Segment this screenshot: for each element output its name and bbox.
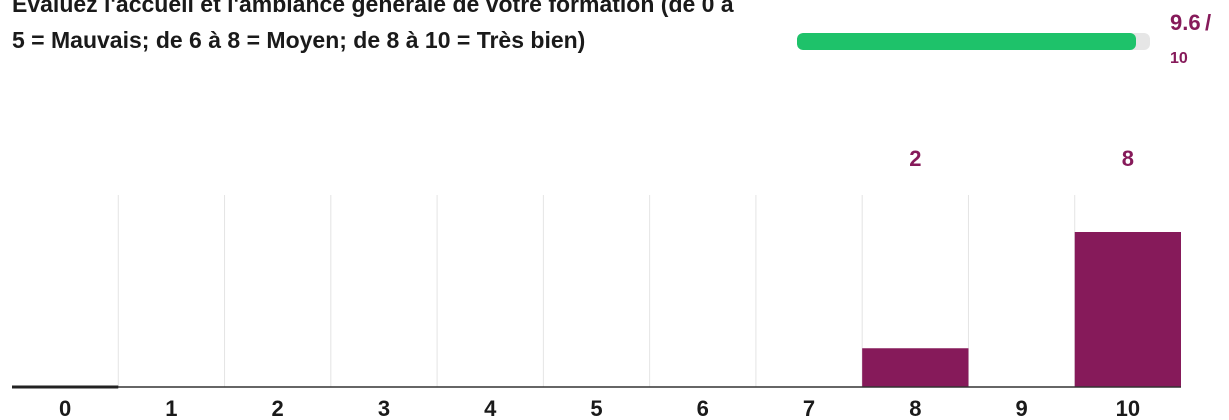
x-tick-label: 7	[803, 396, 815, 420]
question-title: Évaluez l'accueil et l'ambiance générale…	[12, 0, 734, 53]
x-tick-label: 10	[1116, 396, 1140, 420]
bar	[1074, 232, 1181, 387]
score-separator: /	[1205, 10, 1212, 35]
value-label: 8	[1122, 146, 1134, 171]
x-tick-label: 9	[1015, 396, 1027, 420]
x-tick-label: 1	[165, 396, 177, 420]
x-tick-label: 3	[378, 396, 390, 420]
x-tick-label: 6	[697, 396, 709, 420]
score-value: 9.6	[1170, 10, 1201, 35]
x-tick-label: 4	[484, 396, 497, 420]
x-tick-label: 0	[59, 396, 71, 420]
x-tick-label: 8	[909, 396, 921, 420]
score-max: 10	[1170, 50, 1188, 67]
value-label: 2	[909, 146, 921, 171]
x-tick-label: 2	[272, 396, 284, 420]
progress-track	[797, 33, 1150, 50]
bar	[862, 348, 969, 387]
x-tick-label: 5	[590, 396, 602, 420]
score: 9.6 / 10	[1170, 8, 1211, 74]
progress-fill	[797, 33, 1136, 50]
